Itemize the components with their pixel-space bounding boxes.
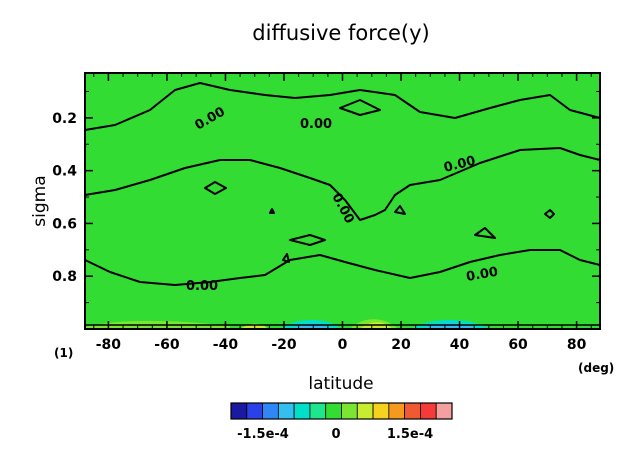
contour-closed-7 bbox=[269, 208, 275, 214]
contour-middle bbox=[84, 147, 601, 221]
colorbar-segment bbox=[309, 402, 327, 420]
colorbar-segment bbox=[372, 402, 390, 420]
colorbar-segment bbox=[388, 402, 406, 420]
colorbar-segment bbox=[293, 402, 311, 420]
x-tick-label: -60 bbox=[154, 337, 180, 353]
contour-lower bbox=[84, 249, 601, 286]
x-tick-label: -80 bbox=[96, 337, 122, 353]
colorbar-segment bbox=[262, 402, 279, 420]
colorbar-segment bbox=[246, 402, 263, 420]
y-axis: 0.2 0.4 0.6 0.8 bbox=[52, 90, 600, 330]
colorbar-labels: -1.5e-4 0 1.5e-4 bbox=[237, 427, 433, 442]
field-fill bbox=[85, 73, 600, 329]
contour-label: 0.00 bbox=[300, 117, 332, 132]
x-tick-label: 60 bbox=[508, 337, 528, 353]
plot-area: 0.00 0.00 0.00 0.00 0.00 0.00 bbox=[84, 72, 601, 330]
colorbar-segment bbox=[325, 402, 342, 420]
colorbar-tick-label: -1.5e-4 bbox=[237, 427, 289, 442]
contour-closed-8 bbox=[282, 253, 290, 263]
colorbar-segment bbox=[277, 402, 295, 420]
colorbar-segment bbox=[356, 402, 374, 420]
x-axis: -80 -60 -40 -20 0 20 40 60 80 bbox=[93, 73, 592, 353]
colorbar-segment bbox=[404, 402, 421, 420]
x-unit-label: (deg) bbox=[578, 361, 614, 375]
contour-label: 0.00 bbox=[186, 279, 218, 294]
corner-label: (1) bbox=[54, 346, 73, 360]
y-tick-label: 0.2 bbox=[52, 111, 77, 127]
x-tick-label: -20 bbox=[271, 337, 297, 353]
colorbar-segment bbox=[420, 402, 437, 420]
y-tick-label: 0.8 bbox=[52, 269, 77, 285]
contour-label: 0.00 bbox=[465, 265, 499, 285]
contour-closed-1 bbox=[204, 181, 227, 195]
x-tick-label: -40 bbox=[213, 337, 239, 353]
contour-closed-2 bbox=[289, 234, 326, 246]
colorbar-tick-label: 0 bbox=[331, 427, 340, 442]
x-tick-label: 0 bbox=[338, 337, 348, 353]
x-tick-label: 80 bbox=[567, 337, 587, 353]
colorbar bbox=[230, 402, 453, 420]
contour-closed-5 bbox=[394, 205, 406, 215]
contour-closed-3 bbox=[339, 99, 381, 116]
x-axis-label: latitude bbox=[308, 374, 373, 394]
colorbar-segment bbox=[341, 402, 358, 420]
contour-upper bbox=[84, 82, 601, 131]
y-axis-label: sigma bbox=[30, 175, 50, 226]
chart-title: diffusive force(y) bbox=[252, 21, 429, 45]
colorbar-frame bbox=[230, 402, 453, 420]
colorbar-segment bbox=[435, 402, 453, 420]
contour-closed-4 bbox=[474, 227, 496, 239]
x-tick-label: 40 bbox=[450, 337, 470, 353]
colorbar-tick-label: 1.5e-4 bbox=[387, 427, 433, 442]
y-tick-label: 0.4 bbox=[52, 164, 77, 180]
colorbar-segment bbox=[230, 402, 248, 420]
contour-closed-6 bbox=[544, 209, 555, 219]
x-tick-label: 20 bbox=[391, 337, 411, 353]
y-tick-label: 0.6 bbox=[52, 216, 77, 232]
